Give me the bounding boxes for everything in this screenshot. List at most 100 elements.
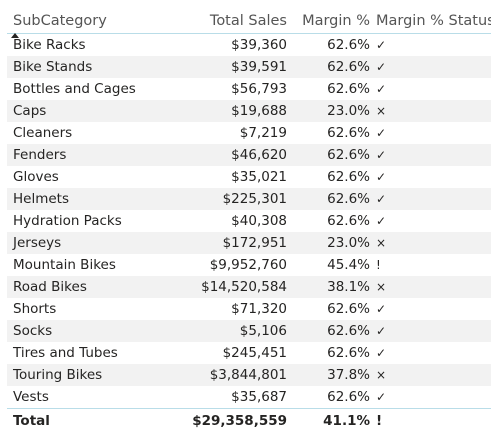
margin-cell: 62.6% bbox=[287, 210, 370, 232]
total-sales-cell: $35,021 bbox=[170, 166, 287, 188]
table-row[interactable]: Cleaners $7,219 62.6% ✓ bbox=[7, 122, 491, 144]
table-row[interactable]: Bike Racks $39,360 62.6% ✓ bbox=[7, 33, 491, 56]
table-row[interactable]: Shorts $71,320 62.6% ✓ bbox=[7, 298, 491, 320]
subcategory-cell: Helmets bbox=[7, 188, 170, 210]
status-icon: × bbox=[370, 100, 491, 122]
margin-cell: 62.6% bbox=[287, 122, 370, 144]
total-status-icon: ! bbox=[370, 408, 491, 433]
column-header-total-sales-label: Total Sales bbox=[209, 13, 287, 29]
total-sales-cell: $245,451 bbox=[170, 342, 287, 364]
status-icon: ✓ bbox=[370, 78, 491, 100]
subcategory-cell: Jerseys bbox=[7, 232, 170, 254]
subcategory-cell: Bike Stands bbox=[7, 56, 170, 78]
table-row[interactable]: Bottles and Cages $56,793 62.6% ✓ bbox=[7, 78, 491, 100]
margin-cell: 62.6% bbox=[287, 56, 370, 78]
status-icon: ✓ bbox=[370, 320, 491, 342]
table-row[interactable]: Hydration Packs $40,308 62.6% ✓ bbox=[7, 210, 491, 232]
margin-cell: 62.6% bbox=[287, 342, 370, 364]
table-row[interactable]: Socks $5,106 62.6% ✓ bbox=[7, 320, 491, 342]
total-sales-cell: $35,687 bbox=[170, 386, 287, 409]
total-sales-cell: $7,219 bbox=[170, 122, 287, 144]
table-row[interactable]: Caps $19,688 23.0% × bbox=[7, 100, 491, 122]
table-row[interactable]: Road Bikes $14,520,584 38.1% × bbox=[7, 276, 491, 298]
total-label: Total bbox=[7, 408, 170, 433]
status-icon: ✓ bbox=[370, 188, 491, 210]
column-header-subcategory-label: SubCategory bbox=[13, 13, 107, 29]
table-row[interactable]: Fenders $46,620 62.6% ✓ bbox=[7, 144, 491, 166]
table-body: Bike Racks $39,360 62.6% ✓ Bike Stands $39,59… bbox=[7, 33, 491, 409]
table-row[interactable]: Helmets $225,301 62.6% ✓ bbox=[7, 188, 491, 210]
subcategory-cell: Bike Racks bbox=[7, 33, 170, 56]
margin-cell: 38.1% bbox=[287, 276, 370, 298]
subcategory-cell: Hydration Packs bbox=[7, 210, 170, 232]
subcategory-cell: Gloves bbox=[7, 166, 170, 188]
margin-cell: 37.8% bbox=[287, 364, 370, 386]
table-row[interactable]: Jerseys $172,951 23.0% × bbox=[7, 232, 491, 254]
column-header-subcategory[interactable]: SubCategory bbox=[7, 9, 170, 38]
subcategory-cell: Mountain Bikes bbox=[7, 254, 170, 276]
total-sales-cell: $71,320 bbox=[170, 298, 287, 320]
status-icon: ✓ bbox=[370, 166, 491, 188]
margin-cell: 23.0% bbox=[287, 100, 370, 122]
table-row[interactable]: Mountain Bikes $9,952,760 45.4%! bbox=[7, 254, 491, 276]
total-sales-cell: $40,308 bbox=[170, 210, 287, 232]
margin-cell: 62.6% bbox=[287, 188, 370, 210]
subcategory-cell: Socks bbox=[7, 320, 170, 342]
total-row: Total $29,358,559 41.1% ! bbox=[7, 408, 491, 433]
column-header-margin-status[interactable]: Margin % Status bbox=[370, 9, 491, 34]
total-sales-cell: $19,688 bbox=[170, 100, 287, 122]
column-header-margin-label: Margin % bbox=[302, 13, 370, 29]
header-row: SubCategory Total Sales Margin % Margin … bbox=[7, 9, 491, 38]
margin-cell: 62.6% bbox=[287, 320, 370, 342]
status-icon: ✓ bbox=[370, 210, 491, 232]
subcategory-cell: Touring Bikes bbox=[7, 364, 170, 386]
status-icon: ✓ bbox=[370, 386, 491, 409]
status-icon: ✓ bbox=[370, 144, 491, 166]
margin-cell: 62.6% bbox=[287, 33, 370, 56]
subcategory-cell: Bottles and Cages bbox=[7, 78, 170, 100]
total-sales-cell: $14,520,584 bbox=[170, 276, 287, 298]
total-sales-cell: $5,106 bbox=[170, 320, 287, 342]
margin-cell: 23.0% bbox=[287, 232, 370, 254]
subcategory-cell: Vests bbox=[7, 386, 170, 409]
subcategory-cell: Fenders bbox=[7, 144, 170, 166]
margin-cell: 45.4% bbox=[287, 254, 370, 276]
column-header-margin-status-label: Margin % Status bbox=[376, 13, 491, 29]
subcategory-cell: Tires and Tubes bbox=[7, 342, 170, 364]
table-row[interactable]: Bike Stands $39,591 62.6% ✓ bbox=[7, 56, 491, 78]
margin-table: SubCategory Total Sales Margin % Margin … bbox=[7, 9, 491, 433]
subcategory-cell: Caps bbox=[7, 100, 170, 122]
status-icon: × bbox=[370, 232, 491, 254]
sort-ascending-icon[interactable] bbox=[11, 33, 19, 38]
table-row[interactable]: Tires and Tubes $245,451 62.6% ✓ bbox=[7, 342, 491, 364]
status-icon: ✓ bbox=[370, 122, 491, 144]
total-margin-value: 41.1% bbox=[287, 408, 370, 433]
status-icon: × bbox=[370, 276, 491, 298]
margin-cell: 62.6% bbox=[287, 298, 370, 320]
margin-cell: 62.6% bbox=[287, 166, 370, 188]
total-sales-cell: $39,591 bbox=[170, 56, 287, 78]
column-header-margin[interactable]: Margin % bbox=[287, 9, 370, 34]
status-icon: ! bbox=[370, 254, 491, 276]
total-sales-cell: $39,360 bbox=[170, 33, 287, 56]
table-row[interactable]: Touring Bikes $3,844,801 37.8% × bbox=[7, 364, 491, 386]
subcategory-cell: Cleaners bbox=[7, 122, 170, 144]
total-sales-cell: $172,951 bbox=[170, 232, 287, 254]
total-sales-cell: $225,301 bbox=[170, 188, 287, 210]
subcategory-cell: Shorts bbox=[7, 298, 170, 320]
margin-cell: 62.6% bbox=[287, 144, 370, 166]
table-row[interactable]: Vests $35,687 62.6% ✓ bbox=[7, 386, 491, 409]
status-icon: ✓ bbox=[370, 342, 491, 364]
subcategory-cell: Road Bikes bbox=[7, 276, 170, 298]
total-sales-value: $29,358,559 bbox=[170, 408, 287, 433]
table-row[interactable]: Gloves $35,021 62.6% ✓ bbox=[7, 166, 491, 188]
total-sales-cell: $56,793 bbox=[170, 78, 287, 100]
margin-cell: 62.6% bbox=[287, 386, 370, 409]
total-sales-cell: $46,620 bbox=[170, 144, 287, 166]
status-icon: ✓ bbox=[370, 298, 491, 320]
status-icon: × bbox=[370, 364, 491, 386]
status-icon: ✓ bbox=[370, 33, 491, 56]
column-header-total-sales[interactable]: Total Sales bbox=[170, 9, 287, 34]
total-sales-cell: $9,952,760 bbox=[170, 254, 287, 276]
